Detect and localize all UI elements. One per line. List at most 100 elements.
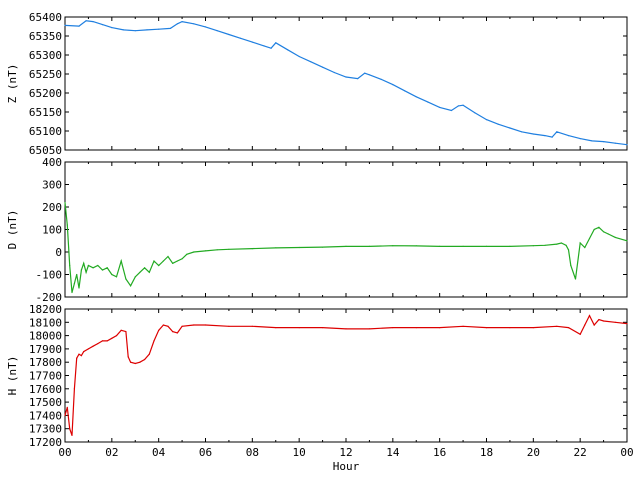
data-point bbox=[607, 233, 609, 235]
x-tick-label: 00 bbox=[58, 446, 71, 459]
data-point bbox=[333, 71, 335, 74]
data-point bbox=[474, 112, 476, 114]
y-tick-label: 65300 bbox=[29, 49, 62, 62]
data-point bbox=[603, 320, 605, 322]
data-point bbox=[167, 255, 169, 258]
data-point bbox=[64, 24, 66, 26]
data-point bbox=[130, 361, 132, 363]
y-tick-label: 65150 bbox=[29, 106, 62, 119]
data-point bbox=[87, 348, 89, 350]
data-point bbox=[567, 249, 570, 251]
data-point bbox=[122, 29, 125, 31]
data-point bbox=[509, 327, 511, 329]
panel-1: 400 300 200 100 0 -100 -200 D (nT) bbox=[6, 156, 628, 304]
data-point bbox=[450, 109, 452, 112]
data-point bbox=[127, 356, 129, 358]
data-point bbox=[598, 319, 600, 321]
y-tick-label: -100 bbox=[36, 269, 63, 282]
data-point bbox=[251, 248, 253, 250]
data-point bbox=[176, 260, 178, 262]
data-point bbox=[626, 144, 628, 146]
data-point bbox=[603, 141, 605, 143]
data-point bbox=[584, 246, 586, 249]
y-tick-label: 18200 bbox=[29, 303, 62, 316]
data-point bbox=[186, 253, 188, 255]
data-point bbox=[204, 250, 207, 252]
y-tick-label: 65200 bbox=[29, 87, 62, 100]
y-tick-label: 100 bbox=[42, 224, 62, 237]
data-point bbox=[146, 29, 148, 31]
data-point bbox=[78, 25, 80, 27]
data-point bbox=[153, 260, 155, 262]
data-point bbox=[167, 325, 169, 327]
data-point bbox=[144, 358, 146, 361]
data-point bbox=[73, 282, 75, 285]
y-tick-label: 18100 bbox=[29, 316, 62, 329]
data-point bbox=[521, 131, 523, 133]
y-tick-label: 18000 bbox=[29, 330, 62, 343]
data-point bbox=[92, 21, 94, 23]
data-point bbox=[66, 406, 68, 408]
x-tick-label: 12 bbox=[339, 446, 352, 459]
data-point bbox=[567, 327, 570, 329]
y-tick-label: 17300 bbox=[29, 423, 62, 436]
plot-frame bbox=[64, 16, 628, 151]
data-point bbox=[92, 345, 94, 347]
data-point bbox=[125, 331, 127, 333]
data-point bbox=[251, 325, 253, 327]
y-tick-label: -200 bbox=[36, 291, 63, 304]
data-point bbox=[392, 327, 394, 329]
data-point bbox=[134, 276, 136, 278]
data-point bbox=[439, 327, 441, 329]
data-point bbox=[76, 273, 78, 276]
data-point bbox=[130, 285, 132, 287]
data-point bbox=[368, 328, 370, 330]
data-point bbox=[567, 135, 570, 137]
x-tick-label: 06 bbox=[199, 446, 212, 459]
x-tick-label: 20 bbox=[527, 446, 540, 459]
y-tick-label: 65050 bbox=[29, 144, 62, 157]
data-point bbox=[532, 327, 534, 329]
data-point bbox=[66, 224, 68, 226]
data-point bbox=[310, 61, 312, 63]
data-point bbox=[532, 245, 534, 247]
data-point bbox=[101, 269, 104, 271]
data-point bbox=[457, 105, 459, 107]
data-point bbox=[181, 325, 183, 327]
data-point bbox=[162, 324, 164, 326]
data-point bbox=[270, 47, 272, 49]
data-point bbox=[591, 140, 593, 142]
data-point bbox=[509, 127, 511, 129]
data-point bbox=[544, 135, 546, 137]
x-axis-label: Hour bbox=[333, 460, 360, 473]
data-point bbox=[71, 434, 73, 436]
data-point bbox=[101, 340, 104, 342]
data-point bbox=[73, 388, 75, 390]
data-point bbox=[439, 245, 441, 247]
data-point bbox=[579, 242, 581, 244]
x-tick-label: 22 bbox=[574, 446, 587, 459]
data-point bbox=[216, 30, 218, 32]
y-tick-label: 17200 bbox=[29, 436, 62, 449]
data-point bbox=[286, 49, 289, 51]
data-point bbox=[614, 321, 616, 323]
data-point bbox=[83, 351, 85, 353]
y-tick-label: 65250 bbox=[29, 68, 62, 81]
data-point bbox=[148, 353, 150, 355]
data-point bbox=[158, 329, 160, 331]
data-point bbox=[415, 96, 417, 98]
data-point bbox=[172, 262, 174, 264]
data-point bbox=[144, 267, 146, 269]
data-point bbox=[83, 262, 85, 264]
data-point bbox=[80, 355, 82, 357]
y-axis-label: Z (nT) bbox=[6, 64, 19, 104]
data-point bbox=[275, 327, 277, 329]
data-point bbox=[240, 37, 242, 39]
data-point bbox=[158, 264, 160, 267]
x-tick-label: 00 bbox=[620, 446, 633, 459]
y-axis-label: H (nT) bbox=[6, 356, 19, 396]
data-point bbox=[403, 90, 406, 92]
data-point bbox=[204, 26, 207, 28]
data-point bbox=[228, 248, 230, 250]
